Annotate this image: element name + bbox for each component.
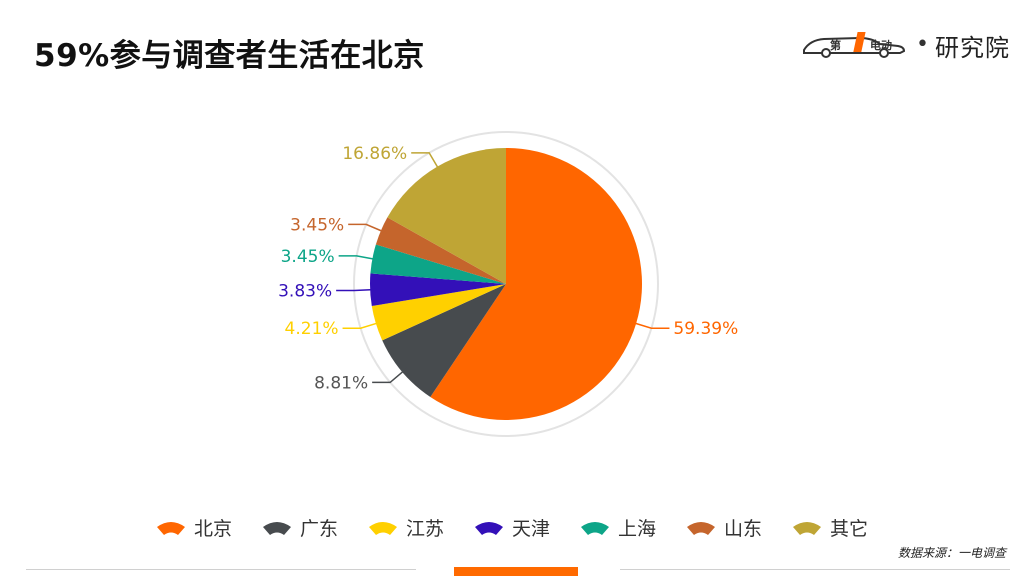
pie-data-label-2: 4.21% [285, 319, 339, 339]
pie-outer-ring [353, 131, 659, 437]
legend-item-1[interactable]: 广东 [262, 514, 338, 541]
pie-slice-2 [371, 284, 506, 341]
pie-slice-1 [382, 284, 506, 398]
legend-label: 其它 [830, 518, 869, 540]
pie-slice-4 [370, 244, 506, 284]
car-logo-icon: 第 电动 [803, 32, 906, 58]
legend-swatch-icon [368, 520, 398, 536]
legend-label: 山东 [724, 518, 763, 540]
legend-swatch-icon [580, 520, 610, 536]
pie-data-label-5: 3.45% [290, 215, 344, 235]
pie-leader-line-2 [342, 321, 382, 329]
legend-item-4[interactable]: 上海 [580, 514, 656, 541]
footer-divider-left [26, 569, 416, 570]
footer-divider-right [620, 569, 1010, 570]
svg-text:第: 第 [830, 38, 841, 52]
pie-data-label-0: 59.39% [673, 319, 738, 339]
pie-data-label-6: 16.86% [342, 144, 407, 164]
pie-slice-3 [370, 273, 506, 307]
legend-swatch-icon [262, 520, 292, 536]
pie-leader-line-0 [630, 321, 670, 329]
legend-swatch-icon [156, 520, 186, 536]
svg-text:电动: 电动 [870, 38, 892, 52]
brand-text: 研究院 [935, 33, 1010, 62]
pie-leader-line-6 [411, 152, 441, 173]
legend-item-0[interactable]: 北京 [156, 514, 232, 541]
pie-leader-line-5 [348, 223, 387, 234]
legend-label: 江苏 [405, 518, 444, 540]
legend-label: 天津 [511, 518, 550, 540]
pie-slice-0 [430, 148, 642, 421]
footer-accent-bar [454, 567, 578, 576]
brand-logo: 第 电动 • 研究院 [800, 28, 1010, 62]
legend-label: 广东 [299, 518, 338, 540]
legend-item-5[interactable]: 山东 [686, 514, 762, 541]
pie-data-label-3: 3.83% [278, 281, 332, 301]
pie-slice-5 [375, 217, 506, 284]
pie-data-label-1: 8.81% [314, 373, 368, 393]
pie-slice-6 [387, 148, 506, 284]
legend-item-2[interactable]: 江苏 [368, 514, 444, 541]
legend-item-3[interactable]: 天津 [474, 514, 550, 541]
pie-data-label-4: 3.45% [281, 247, 335, 267]
legend-label: 上海 [618, 518, 657, 540]
legend-swatch-icon [792, 520, 822, 536]
chart-legend: 北京 广东 江苏 天津 上海 山东 其它 [0, 514, 1024, 541]
legend-label: 北京 [193, 518, 232, 540]
legend-item-6[interactable]: 其它 [792, 514, 868, 541]
data-source: 数据来源：一电调查 [897, 546, 1006, 560]
pie-leader-line-4 [338, 255, 379, 261]
brand-dot: • [916, 32, 929, 57]
pie-leader-line-1 [372, 367, 408, 384]
legend-swatch-icon [474, 520, 504, 536]
legend-swatch-icon [686, 520, 716, 536]
page-title: 59%参与调查者生活在北京 [34, 38, 425, 74]
pie-leader-line-3 [336, 288, 377, 292]
